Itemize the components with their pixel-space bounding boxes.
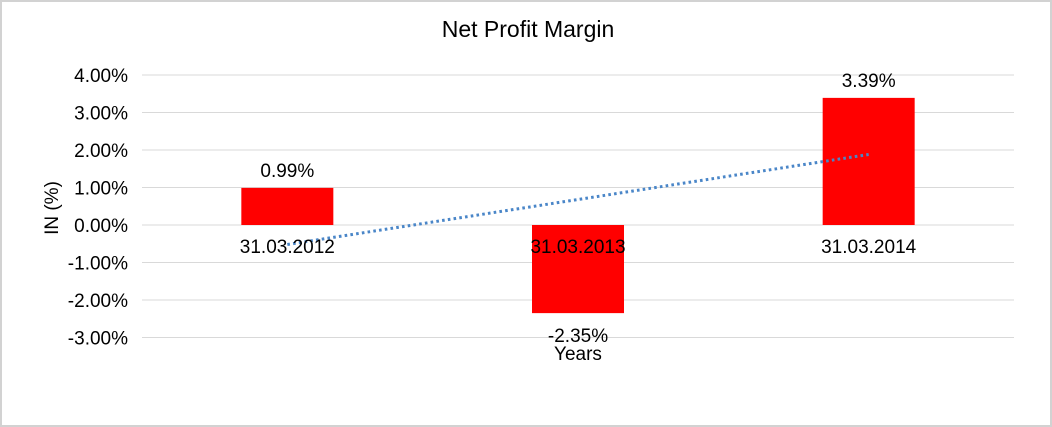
chart-title: Net Profit Margin <box>441 16 615 42</box>
data-label: 0.99% <box>260 161 314 182</box>
category-label: 31.03.2014 <box>821 237 917 258</box>
y-tick-label: -1.00% <box>68 254 128 275</box>
y-tick-label: 0.00% <box>74 216 128 237</box>
y-tick-label: 4.00% <box>74 66 128 87</box>
y-tick-label: 1.00% <box>74 179 128 200</box>
category-label: 31.03.2012 <box>240 237 335 258</box>
bar <box>241 187 334 225</box>
category-label: 31.03.2013 <box>530 237 625 258</box>
bar <box>822 97 915 225</box>
bar <box>532 225 624 314</box>
y-tick-label: 2.00% <box>74 141 128 162</box>
x-axis-title: Years <box>554 344 602 365</box>
y-axis-title: IN (%) <box>42 181 63 235</box>
y-tick-label: 3.00% <box>74 104 128 125</box>
y-tick-label: -3.00% <box>68 329 128 350</box>
data-label: -2.35% <box>548 326 608 347</box>
data-label: 3.39% <box>842 71 896 92</box>
y-tick-label: -2.00% <box>68 291 128 312</box>
